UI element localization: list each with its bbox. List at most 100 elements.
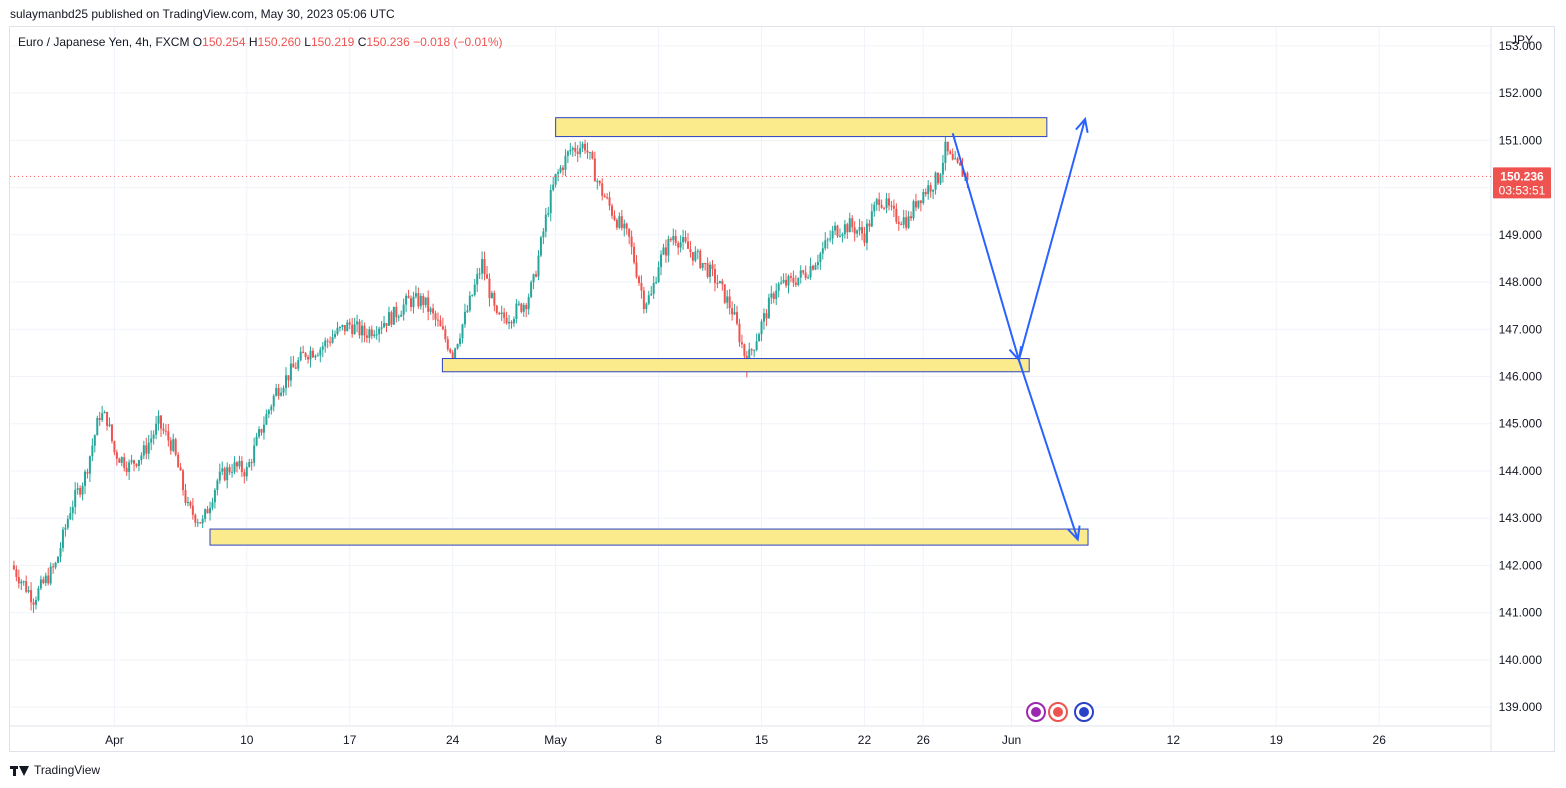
candle-body xyxy=(669,238,672,241)
candle-body xyxy=(412,296,415,308)
candle-body xyxy=(564,155,567,170)
candle-body xyxy=(285,375,288,389)
candle-body xyxy=(809,265,812,278)
candle-body xyxy=(966,173,969,181)
candle-body xyxy=(907,216,910,228)
candle-body xyxy=(419,296,422,307)
candle-body xyxy=(223,468,226,481)
event-globe-inner-icon xyxy=(1079,707,1089,717)
y-tick-label: 148.000 xyxy=(1499,275,1543,289)
high-label: H xyxy=(248,35,258,49)
candle-body xyxy=(157,415,160,424)
candle-body xyxy=(777,283,780,291)
candle-body xyxy=(204,509,207,519)
candle-body xyxy=(32,602,35,605)
candle-body xyxy=(240,460,243,473)
candle-body xyxy=(436,319,439,321)
candle-body xyxy=(863,233,866,243)
candle-body xyxy=(66,519,69,528)
candle-body xyxy=(47,575,50,584)
candle-body xyxy=(640,282,643,291)
candle-body xyxy=(74,489,77,508)
candle-body xyxy=(326,340,329,342)
low-label: L xyxy=(304,35,311,49)
candle-body xyxy=(34,599,37,605)
candle-body xyxy=(353,324,356,335)
candle-body xyxy=(701,262,704,268)
candle-body xyxy=(336,327,339,335)
candle-body xyxy=(959,162,962,166)
candle-body xyxy=(267,410,270,414)
candle-body xyxy=(471,294,474,296)
candle-body xyxy=(481,258,484,274)
candle-body xyxy=(946,141,949,152)
candle-body xyxy=(596,180,599,182)
candle-body xyxy=(588,152,591,154)
candle-body xyxy=(258,429,261,437)
candle-body xyxy=(885,198,888,208)
candle-body xyxy=(135,463,138,467)
candle-body xyxy=(463,311,466,325)
candle-body xyxy=(892,205,895,209)
candle-body xyxy=(473,284,476,295)
candle-body xyxy=(410,298,413,308)
support-resistance-zone[interactable] xyxy=(555,117,1048,138)
support-resistance-zone[interactable] xyxy=(209,528,1089,546)
candle-body xyxy=(625,223,628,229)
candle-body xyxy=(432,308,435,314)
support-resistance-zone[interactable] xyxy=(441,358,1030,373)
candle-body xyxy=(924,192,927,195)
y-tick-label: 149.000 xyxy=(1499,228,1543,242)
candle-body xyxy=(59,547,62,557)
candle-body xyxy=(380,327,383,329)
candle-body xyxy=(405,295,408,305)
candle-body xyxy=(39,579,42,589)
candle-body xyxy=(245,466,248,477)
candle-body xyxy=(378,328,381,335)
projection-arrow-down[interactable] xyxy=(1017,359,1079,540)
candle-body xyxy=(150,438,153,443)
candle-body xyxy=(922,192,925,204)
candle-body xyxy=(133,460,136,464)
price-tag-countdown: 03:53:51 xyxy=(1499,183,1546,197)
candle-body xyxy=(27,590,30,592)
candle-body xyxy=(17,576,20,584)
candle-body xyxy=(211,502,214,508)
candle-body xyxy=(451,352,454,359)
candle-body xyxy=(623,223,626,229)
candle-body xyxy=(402,304,405,315)
candle-body xyxy=(682,237,685,243)
chart-frame[interactable] xyxy=(9,26,1555,752)
candle-body xyxy=(275,388,278,396)
candle-body xyxy=(503,312,506,318)
candle-body xyxy=(848,218,851,233)
candle-body xyxy=(57,556,60,563)
candle-body xyxy=(679,242,682,248)
candle-body xyxy=(400,314,403,317)
candle-body xyxy=(209,507,212,514)
candle-body xyxy=(760,321,763,335)
candle-body xyxy=(711,264,714,269)
candle-body xyxy=(905,217,908,228)
candle-body xyxy=(304,353,307,358)
projection-arrow-up[interactable] xyxy=(951,118,1087,364)
tradingview-logo-icon[interactable] xyxy=(10,764,30,776)
y-tick-label: 151.000 xyxy=(1499,133,1543,147)
candle-body xyxy=(174,439,177,455)
y-tick-label: 147.000 xyxy=(1499,322,1543,336)
candle-body xyxy=(334,334,337,338)
event-dot-inner-icon xyxy=(1053,707,1063,717)
symbol-name[interactable]: Euro / Japanese Yen, 4h, FXCM xyxy=(18,35,190,49)
candle-body xyxy=(689,248,692,253)
candle-body xyxy=(836,225,839,237)
candle-body xyxy=(152,434,155,439)
candle-body xyxy=(44,575,47,584)
candle-body xyxy=(618,216,621,228)
footer-brand[interactable]: TradingView xyxy=(34,763,101,777)
candle-body xyxy=(603,195,606,198)
candle-body xyxy=(819,253,822,263)
candle-body xyxy=(750,349,753,351)
candle-body xyxy=(691,252,694,261)
candle-body xyxy=(495,305,498,313)
